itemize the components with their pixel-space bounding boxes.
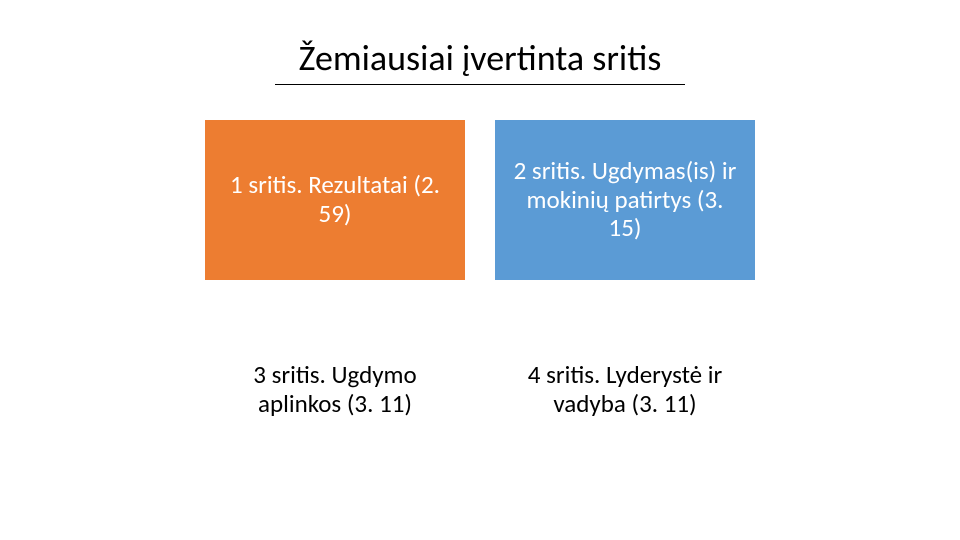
cell-1: 1 sritis. Rezultatai (2. 59) <box>205 120 465 280</box>
smartart-grid: 1 sritis. Rezultatai (2. 59) 2 sritis. U… <box>205 120 755 470</box>
slide-title: Žemiausiai įvertinta sritis <box>0 36 960 80</box>
title-underline <box>275 84 685 85</box>
cell-2: 2 sritis. Ugdymas(is) ir mokinių patirty… <box>495 120 755 280</box>
slide: Žemiausiai įvertinta sritis 1 sritis. Re… <box>0 0 960 540</box>
cell-4: 4 sritis. Lyderystė ir vadyba (3. 11) <box>495 310 755 470</box>
cell-3: 3 sritis. Ugdymo aplinkos (3. 11) <box>205 310 465 470</box>
